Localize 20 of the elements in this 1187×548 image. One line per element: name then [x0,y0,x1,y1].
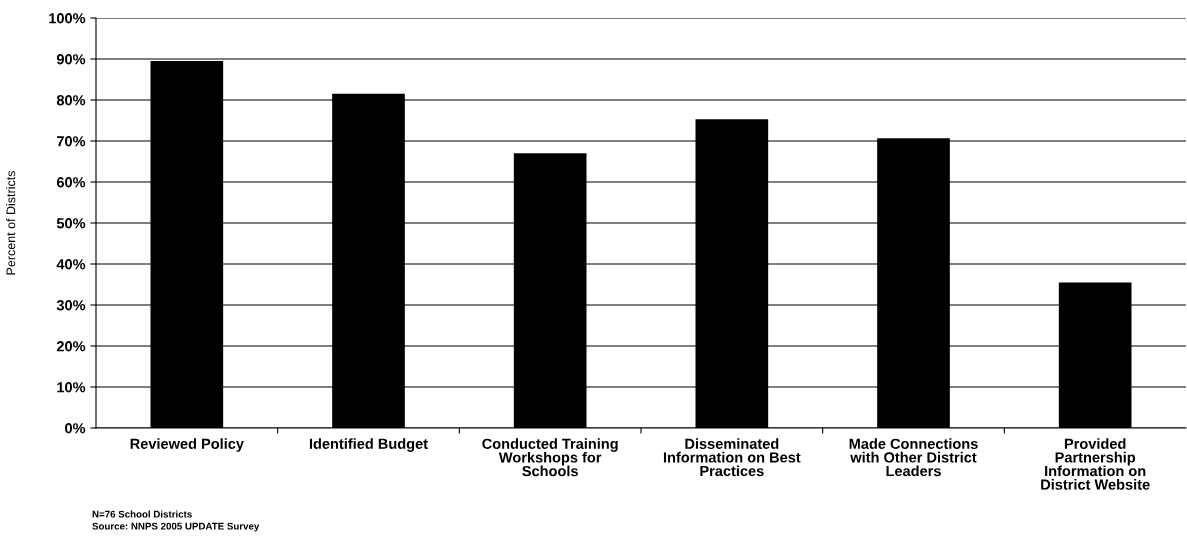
y-tick-label: 100% [49,13,86,24]
y-tick-label: 50% [56,218,86,229]
text: N=76 School Districts [92,510,192,518]
x-tick-label: Conducted Training Workshops for Schools [482,438,618,477]
y-tick-label: 10% [57,382,86,393]
y-tick-label: 0% [65,423,86,434]
y-tick-label: 90% [56,54,86,65]
y-axis-title: Percent of Districts [6,171,16,275]
x-tick-label: Reviewed Policy [130,438,244,452]
source-note: Source: NNPS 2005 UPDATE Survey [92,522,260,532]
y-tick-label: 30% [56,300,86,311]
y-tick-label: 60% [56,177,86,188]
x-tick-label: Disseminated Information on Best Practices [663,438,801,477]
y-tick-label: 80% [56,95,86,106]
x-tick-label: Identified Budget [309,438,428,452]
x-tick-label: Provided Partnership Information on District Website [1041,438,1150,490]
y-tick-label: 40% [56,259,86,270]
x-tick-label: Made Connections with Other District Leaders [849,438,978,477]
y-tick-label: 20% [56,341,86,352]
y-tick-label: 70% [57,136,86,147]
